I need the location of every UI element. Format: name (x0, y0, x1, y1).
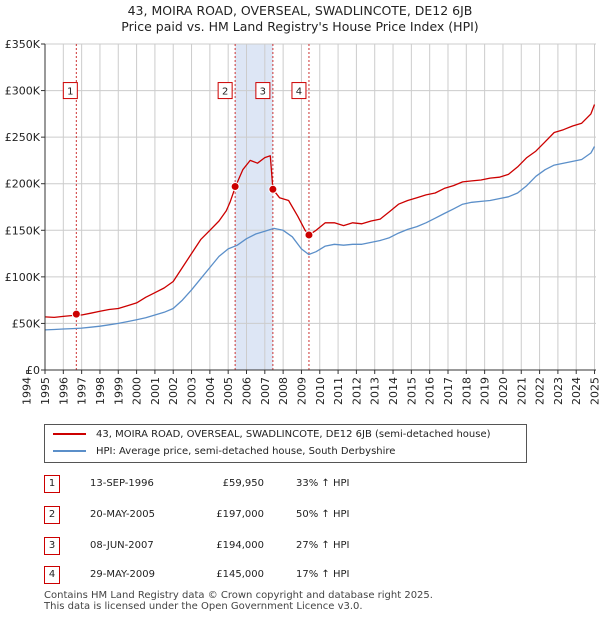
sale-marker-label: 3 (260, 87, 266, 98)
legend-swatch-property (53, 433, 86, 435)
footer-license: This data is licensed under the Open Gov… (44, 601, 363, 612)
sale-marker-box (291, 82, 307, 100)
x-tick-label: 1995 (39, 377, 52, 405)
property-price-line (44, 104, 596, 319)
x-tick-label: 1998 (94, 377, 107, 405)
x-tick-label: 2009 (295, 377, 308, 405)
y-tick-label: £150K (5, 224, 41, 237)
y-tick-label: £200K (5, 178, 41, 191)
legend-item-property: 43, MOIRA ROAD, OVERSEAL, SWADLINCOTE, D… (53, 427, 491, 443)
sale-point (268, 184, 278, 194)
transaction-price: £194,000 (216, 540, 264, 551)
x-tick-label: 2020 (497, 377, 510, 405)
sale-marker-labels: 1 2 3 4 (62, 82, 307, 100)
x-tick-label: 2015 (405, 377, 418, 405)
sale-point (71, 309, 81, 319)
transaction-hpi: 33% ↑ HPI (296, 478, 350, 489)
sale-marker-label: 4 (296, 87, 302, 98)
x-tick-label: 2008 (277, 377, 290, 405)
x-tick-label: 2005 (222, 377, 235, 405)
legend-item-hpi: HPI: Average price, semi-detached house,… (53, 444, 395, 460)
y-tick-label: £100K (5, 271, 41, 284)
transaction-price: £145,000 (216, 569, 264, 580)
sale-marker-label: 2 (222, 87, 228, 98)
x-tick-label: 2025 (589, 377, 600, 405)
x-tick-label: 1997 (76, 377, 89, 405)
sale-marker-label: 1 (67, 87, 73, 98)
y-tick-label: £50K (12, 317, 41, 330)
transaction-badge: 3 (44, 537, 60, 555)
axes: £0 £50K £100K £150K £200K £250K £300K £350K 1994… (5, 38, 600, 405)
transaction-price: £59,950 (222, 478, 264, 489)
x-tick-label: 2014 (387, 377, 400, 405)
sale-points (71, 182, 314, 319)
transaction-date: 29-MAY-2009 (90, 569, 156, 580)
y-tick-label: £350K (5, 38, 41, 51)
sale-marker-box (62, 82, 78, 100)
x-tick-label: 2007 (259, 377, 272, 405)
chart-title-line1: 43, MOIRA ROAD, OVERSEAL, SWADLINCOTE, D… (127, 3, 473, 18)
transaction-hpi: 50% ↑ HPI (296, 509, 350, 520)
x-tick-label: 2013 (369, 377, 382, 405)
x-tick-label: 2010 (314, 377, 327, 405)
x-tick-label: 2022 (534, 377, 547, 405)
x-tick-label: 1994 (21, 377, 34, 405)
x-tick-label: 2004 (204, 377, 217, 405)
x-tick-label: 2006 (240, 377, 253, 405)
x-tick-label: 2023 (552, 377, 565, 405)
chart-title-line2: Price paid vs. HM Land Registry's House … (121, 19, 479, 34)
sale-point (230, 182, 240, 192)
transaction-date: 08-JUN-2007 (90, 540, 154, 551)
x-tick-label: 1996 (57, 377, 70, 405)
transaction-hpi: 27% ↑ HPI (296, 540, 350, 551)
x-tick-label: 2003 (186, 377, 199, 405)
price-chart: 1 2 3 4 £0 £50K £100K £150K £200K £250K £300K £350… (5, 38, 600, 405)
x-tick-label: 2001 (149, 377, 162, 405)
chart-title: 43, MOIRA ROAD, OVERSEAL, SWADLINCOTE, D… (0, 3, 600, 35)
legend-swatch-hpi (53, 450, 86, 452)
x-tick-label: 2024 (570, 377, 583, 405)
x-tick-label: 2012 (350, 377, 363, 405)
hpi-line (44, 146, 596, 331)
x-tick-label: 1999 (112, 377, 125, 405)
transaction-price: £197,000 (216, 509, 264, 520)
x-tick-label: 2018 (460, 377, 473, 405)
sale-vlines (75, 44, 310, 370)
sale-point (304, 230, 314, 240)
x-tick-label: 2016 (424, 377, 437, 405)
x-tick-label: 2021 (515, 377, 528, 405)
transaction-date: 13-SEP-1996 (90, 478, 154, 489)
y-tick-label: £300K (5, 85, 41, 98)
legend-label-hpi: HPI: Average price, semi-detached house,… (96, 446, 396, 457)
sale-marker-box (255, 82, 271, 100)
legend: 43, MOIRA ROAD, OVERSEAL, SWADLINCOTE, D… (44, 424, 527, 463)
x-tick-label: 2002 (167, 377, 180, 405)
legend-label-property: 43, MOIRA ROAD, OVERSEAL, SWADLINCOTE, D… (96, 429, 491, 440)
x-tick-label: 2019 (479, 377, 492, 405)
transaction-badge: 4 (44, 566, 60, 584)
grid-lines (44, 43, 596, 371)
x-tick-label: 2017 (442, 377, 455, 405)
transaction-date: 20-MAY-2005 (90, 509, 156, 520)
footer-copyright: Contains HM Land Registry data © Crown c… (44, 590, 433, 601)
transaction-badge: 1 (44, 475, 60, 493)
x-tick-label: 2000 (131, 377, 144, 405)
y-tick-label: £250K (5, 131, 41, 144)
x-tick-label: 2011 (332, 377, 345, 405)
transaction-badge: 2 (44, 506, 60, 524)
y-tick-label: £0 (26, 364, 40, 377)
sale-marker-box (217, 82, 233, 100)
series-lines (44, 104, 596, 331)
transaction-hpi: 17% ↑ HPI (296, 569, 350, 580)
